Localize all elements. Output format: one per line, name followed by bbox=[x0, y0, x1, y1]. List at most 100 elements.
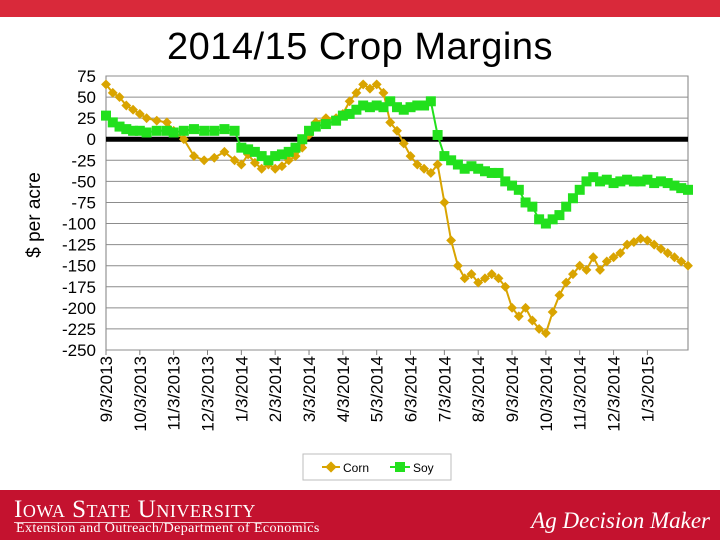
soy-point bbox=[601, 174, 612, 185]
corn-point bbox=[432, 159, 443, 170]
soy-point bbox=[263, 155, 274, 166]
chart-title: 2014/15 Crop Margins bbox=[167, 26, 553, 68]
corn-point bbox=[527, 315, 538, 326]
corn-point bbox=[500, 281, 511, 292]
corn-point bbox=[236, 159, 247, 170]
corn-point bbox=[277, 161, 287, 172]
corn-point bbox=[256, 163, 267, 174]
soy-point bbox=[344, 108, 355, 119]
corn-point bbox=[588, 252, 599, 263]
y-tick-label: -50 bbox=[71, 172, 96, 191]
soy-point bbox=[134, 125, 145, 136]
soy-point bbox=[188, 124, 199, 135]
plot-frame bbox=[105, 75, 689, 351]
soy-point bbox=[567, 193, 578, 204]
corn-point bbox=[398, 138, 409, 149]
soy-point bbox=[107, 117, 118, 128]
corn-point bbox=[669, 252, 680, 263]
soy-point bbox=[635, 176, 646, 187]
y-tick-label: -100 bbox=[62, 215, 96, 234]
soy-point bbox=[595, 176, 606, 187]
x-tick-label: 1/3/2014 bbox=[232, 356, 251, 422]
corn-point bbox=[219, 146, 230, 157]
top-accent-bar bbox=[0, 0, 720, 17]
x-tick-label: 11/3/2013 bbox=[165, 356, 184, 430]
soy-point bbox=[655, 176, 666, 187]
corn-point bbox=[581, 264, 592, 275]
corn-point bbox=[534, 323, 545, 334]
corn-point bbox=[178, 134, 189, 145]
x-tick-label: 10/3/2014 bbox=[537, 356, 556, 432]
corn-point bbox=[513, 311, 524, 322]
soy-point bbox=[419, 100, 430, 111]
legend-corn-label: Corn bbox=[343, 461, 369, 475]
legend-soy-marker bbox=[395, 462, 405, 472]
soy-point bbox=[452, 159, 463, 170]
series-soy bbox=[101, 96, 693, 229]
x-tick-label: 1/3/2015 bbox=[638, 356, 657, 422]
y-tick-labels: 75 50 25 0 -25 -50 -75 -100 -125 -150 -175 -200 -225… bbox=[62, 67, 96, 360]
soy-point bbox=[520, 197, 531, 208]
corn-point bbox=[419, 163, 430, 174]
soy-point bbox=[507, 180, 518, 191]
soy-point bbox=[574, 184, 585, 195]
x-tick-label: 6/3/2014 bbox=[402, 356, 421, 422]
soy-point bbox=[304, 125, 315, 136]
corn-point bbox=[459, 273, 470, 284]
soy-point bbox=[199, 125, 210, 136]
soy-point bbox=[500, 176, 511, 187]
soy-point bbox=[622, 174, 633, 185]
soy-point bbox=[364, 102, 375, 113]
gridlines bbox=[105, 75, 689, 355]
soy-point bbox=[141, 127, 152, 138]
corn-point bbox=[628, 237, 639, 248]
series-corn bbox=[101, 79, 693, 339]
soy-point bbox=[493, 167, 504, 178]
corn-point bbox=[161, 117, 172, 128]
soy-point bbox=[425, 96, 436, 107]
corn-point bbox=[507, 302, 517, 313]
corn-point bbox=[114, 92, 125, 103]
soy-point bbox=[554, 210, 565, 221]
soy-point bbox=[337, 110, 348, 121]
legend: Corn Soy bbox=[302, 453, 452, 481]
soy-point bbox=[219, 124, 230, 135]
y-tick-label: 50 bbox=[77, 88, 96, 107]
corn-point bbox=[683, 260, 693, 271]
university-logo: Iowa State University bbox=[14, 496, 256, 523]
corn-point bbox=[554, 290, 565, 301]
corn-point bbox=[446, 235, 457, 246]
series-line-corn bbox=[105, 83, 689, 335]
corn-point bbox=[412, 159, 423, 170]
soy-point bbox=[412, 100, 423, 111]
corn-point bbox=[676, 256, 687, 267]
x-tick-label: 8/3/2014 bbox=[469, 356, 488, 422]
chart-svg: 75 50 25 0 -25 -50 -75 -100 -125 -150 -175 -200 -225… bbox=[24, 67, 693, 481]
corn-point bbox=[547, 307, 558, 318]
soy-point bbox=[121, 124, 132, 135]
y-tick-label: -225 bbox=[62, 320, 96, 339]
corn-point bbox=[635, 233, 646, 244]
corn-point bbox=[405, 151, 416, 162]
corn-point bbox=[608, 252, 619, 263]
soy-point bbox=[249, 146, 260, 157]
soy-point bbox=[473, 163, 484, 174]
soy-point bbox=[642, 174, 653, 185]
soy-point bbox=[439, 151, 450, 162]
soy-point bbox=[588, 172, 599, 183]
soy-point bbox=[320, 119, 331, 130]
soy-point bbox=[371, 100, 382, 111]
x-tick-labels: 9/3/2013 10/3/2013 11/3/2013 12/3/2013 1/3/2… bbox=[97, 356, 657, 432]
soy-point bbox=[256, 151, 267, 162]
soy-point bbox=[297, 134, 308, 145]
soy-point bbox=[178, 125, 189, 136]
soy-point bbox=[243, 144, 254, 155]
corn-point bbox=[520, 302, 531, 313]
series-layer bbox=[101, 79, 693, 339]
soy-point bbox=[283, 146, 294, 157]
corn-point bbox=[642, 235, 653, 246]
x-tick-label: 11/3/2014 bbox=[571, 356, 590, 430]
corn-point bbox=[466, 269, 477, 280]
soy-point bbox=[114, 121, 125, 132]
soy-point bbox=[405, 102, 416, 113]
